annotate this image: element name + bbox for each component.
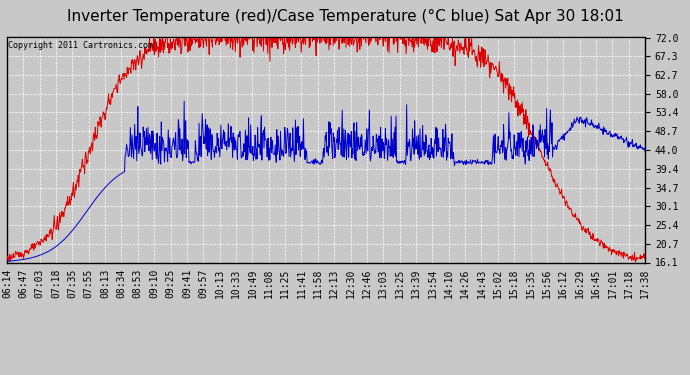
- Text: Inverter Temperature (red)/Case Temperature (°C blue) Sat Apr 30 18:01: Inverter Temperature (red)/Case Temperat…: [67, 9, 623, 24]
- Text: Copyright 2011 Cartronics.com: Copyright 2011 Cartronics.com: [8, 41, 153, 50]
